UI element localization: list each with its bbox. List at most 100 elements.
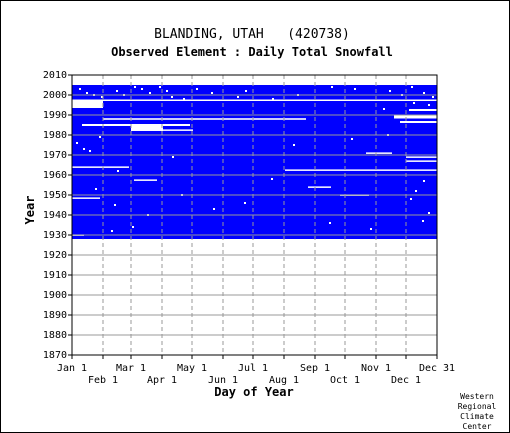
y-tick-label: 2000 <box>43 90 67 101</box>
missing-data-point <box>271 178 273 180</box>
missing-data-point <box>410 198 412 200</box>
y-tick-label: 1880 <box>43 330 67 341</box>
y-tick-label: 1940 <box>43 210 67 221</box>
missing-data-point <box>411 86 413 88</box>
missing-data-segment <box>394 115 437 119</box>
credit-line-3: Climate <box>460 412 494 421</box>
missing-data-point <box>428 212 430 214</box>
missing-data-segment <box>366 152 392 154</box>
plot-border <box>71 74 438 356</box>
missing-data-point <box>76 142 78 144</box>
missing-data-segment <box>409 109 437 111</box>
missing-data-point <box>211 92 213 94</box>
missing-data-point <box>383 108 385 110</box>
missing-data-point <box>171 96 173 98</box>
missing-data-point <box>354 88 356 90</box>
x-tick-label: Aug 1 <box>269 375 299 386</box>
x-tick-label: Apr 1 <box>147 375 177 386</box>
missing-data-point <box>183 98 185 100</box>
credit-line-2: Regional <box>458 402 497 411</box>
x-tick-label: Oct 1 <box>330 375 360 386</box>
y-axis-label: Year <box>23 196 37 225</box>
missing-data-point <box>351 138 353 140</box>
x-axis-ticks-row1: Jan 1 Mar 1 May 1 Jul 1 Sep 1 Nov 1 Dec 31 <box>57 355 455 374</box>
missing-data-segment <box>285 169 437 171</box>
missing-data-point <box>116 90 118 92</box>
x-tick-label: Dec 1 <box>391 375 421 386</box>
missing-data-point <box>172 156 174 158</box>
y-tick-label: 1990 <box>43 110 67 121</box>
x-tick-label: Jan 1 <box>57 363 87 374</box>
missing-data-point <box>141 88 143 90</box>
missing-data-point <box>134 86 136 88</box>
missing-data-segment <box>406 156 437 158</box>
missing-data-segment <box>103 118 306 120</box>
y-tick-label: 2010 <box>43 70 67 81</box>
x-tick-label: Feb 1 <box>88 375 118 386</box>
x-tick-label: Jul 1 <box>238 363 268 374</box>
missing-data-point <box>83 148 85 150</box>
missing-data-point <box>196 88 198 90</box>
missing-data-point <box>423 180 425 182</box>
missing-data-point <box>423 92 425 94</box>
missing-data-point <box>86 92 88 94</box>
missing-data-point <box>95 188 97 190</box>
missing-data-point <box>111 230 113 232</box>
y-tick-label: 1890 <box>43 310 67 321</box>
missing-data-segment <box>134 179 157 181</box>
missing-data-point <box>389 90 391 92</box>
y-tick-label: 1900 <box>43 290 67 301</box>
missing-data-point <box>415 190 417 192</box>
missing-data-segment <box>406 160 437 162</box>
missing-data-point <box>237 96 239 98</box>
y-axis-ticks: 2010 2000 1990 1980 1970 1960 1950 1940 1930 1920… <box>43 70 72 361</box>
missing-data-point <box>132 226 134 228</box>
x-tick-label: Dec 31 <box>419 363 455 374</box>
missing-data-point <box>166 90 168 92</box>
y-tick-label: 1870 <box>43 350 67 361</box>
missing-data-point <box>79 88 81 90</box>
missing-data-point <box>99 136 101 138</box>
y-tick-label: 1930 <box>43 230 67 241</box>
missing-data-point <box>114 204 116 206</box>
missing-data-point <box>413 102 415 104</box>
missing-data-point <box>293 144 295 146</box>
x-tick-label: May 1 <box>177 363 207 374</box>
y-tick-label: 1920 <box>43 250 67 261</box>
x-tick-label: Jun 1 <box>208 375 238 386</box>
missing-data-point <box>101 96 103 98</box>
y-tick-label: 1980 <box>43 130 67 141</box>
missing-data-point <box>331 86 333 88</box>
missing-data-segment <box>72 100 103 108</box>
missing-data-point <box>244 202 246 204</box>
y-tick-label: 1960 <box>43 170 67 181</box>
missing-data-segment <box>72 99 437 101</box>
missing-data-point <box>159 86 161 88</box>
observed-data-block <box>72 85 437 239</box>
x-axis-label: Day of Year <box>214 385 293 399</box>
credit-line-4: Center <box>463 422 492 431</box>
missing-data-segment <box>162 129 193 131</box>
missing-data-segment <box>72 197 100 199</box>
grid-layer <box>72 75 437 355</box>
y-tick-label: 1910 <box>43 270 67 281</box>
chart-subtitle: Observed Element : Daily Total Snowfall <box>111 45 393 59</box>
missing-data-point <box>422 220 424 222</box>
missing-data-point <box>89 150 91 152</box>
missing-data-point <box>245 90 247 92</box>
missing-data-segment <box>308 186 331 188</box>
x-axis-ticks-row2: Feb 1 Apr 1 Jun 1 Aug 1 Oct 1 Dec 1 <box>88 355 421 386</box>
x-tick-label: Nov 1 <box>361 363 391 374</box>
y-tick-label: 1950 <box>43 190 67 201</box>
chart-title: BLANDING, UTAH (420738) <box>154 27 350 42</box>
missing-data-segment <box>400 121 437 123</box>
missing-data-point <box>149 92 151 94</box>
credit-line-1: Western <box>460 392 494 401</box>
missing-data-point <box>213 208 215 210</box>
missing-data-segment <box>131 125 163 131</box>
missing-data-segment <box>72 166 129 168</box>
missing-data-point <box>428 104 430 106</box>
x-tick-label: Sep 1 <box>300 363 330 374</box>
